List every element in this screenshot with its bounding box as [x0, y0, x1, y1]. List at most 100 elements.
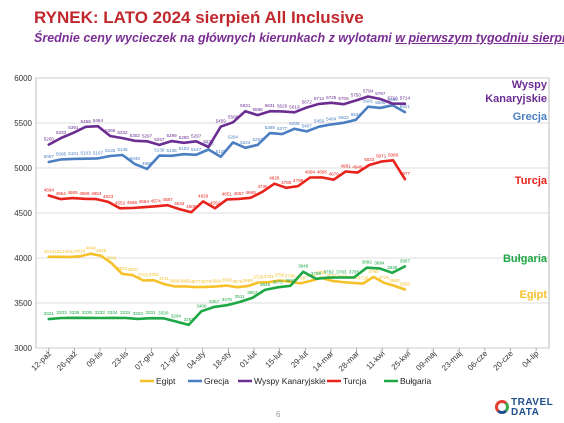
series-end-label-egipt: Egipt: [520, 289, 548, 301]
data-point-0-5: [100, 254, 103, 257]
data-point-1-2: [72, 158, 75, 160]
data-point-2-4: [97, 125, 99, 128]
data-label-4-15: 3511: [235, 294, 245, 299]
data-label-0-14: 3677: [190, 279, 201, 284]
data-label-4-27: 3836: [387, 265, 398, 270]
data-point-2-0: [47, 143, 50, 146]
x-tick-label-1: 26-paź: [55, 349, 79, 373]
data-point-0-34: [404, 288, 406, 291]
data-label-0-6: 3941: [107, 255, 118, 260]
data-label-2-13: 5232: [203, 139, 214, 144]
data-point-1-4: [97, 157, 99, 160]
data-point-2-3: [84, 125, 87, 128]
data-point-4-0: [47, 318, 50, 321]
data-label-2-4: 5464: [93, 118, 104, 123]
data-label-3-9: 4574: [151, 198, 162, 203]
data-point-2-22: [318, 103, 320, 105]
data-label-2-16: 5631: [240, 103, 251, 108]
data-point-2-19: [281, 110, 284, 113]
data-label-1-22: 5459: [314, 119, 325, 124]
data-label-3-26: 4949: [352, 165, 363, 170]
data-point-3-14: [214, 207, 216, 210]
data-point-1-12: [195, 153, 198, 156]
data-point-1-17: [256, 143, 259, 146]
data-point-2-15: [232, 121, 234, 124]
data-label-4-8: 3331: [145, 310, 156, 315]
data-label-3-22: 4894: [305, 170, 316, 175]
data-point-0-22: [278, 279, 281, 282]
data-label-2-25: 5750: [351, 93, 362, 98]
data-point-3-13: [202, 200, 205, 203]
data-label-3-16: 4657: [234, 191, 245, 196]
data-label-2-2: 5391: [68, 125, 79, 130]
data-point-4-19: [289, 284, 292, 287]
data-point-3-21: [297, 185, 299, 187]
data-point-4-10: [175, 320, 177, 323]
data-point-1-29: [404, 111, 406, 114]
data-label-1-23: 5484: [326, 116, 337, 121]
data-label-3-19: 4826: [269, 176, 280, 181]
data-point-1-18: [268, 132, 271, 134]
x-tick-label-5: 21-gru: [159, 349, 182, 372]
x-tick-label-3: 23-lis: [110, 349, 130, 369]
data-label-0-24: 3718: [295, 275, 306, 280]
data-label-2-10: 5299: [167, 133, 178, 138]
data-point-4-15: [238, 301, 241, 303]
data-point-4-24: [353, 276, 355, 279]
data-label-2-0: 5260: [44, 137, 55, 142]
data-point-4-16: [251, 296, 254, 299]
data-point-4-3: [86, 316, 88, 319]
data-point-0-8: [131, 274, 134, 276]
data-label-1-0: 5067: [44, 154, 55, 159]
data-label-3-28: 5071: [376, 154, 387, 159]
data-point-2-1: [60, 137, 63, 139]
data-label-0-15: 3679: [201, 279, 212, 284]
data-label-3-0: 4694: [44, 188, 55, 193]
data-label-3-5: 4623: [103, 194, 114, 199]
data-point-0-6: [110, 262, 113, 265]
series-end-label-wyspy: Wyspy: [512, 79, 548, 91]
data-label-4-1: 3333: [56, 310, 67, 315]
data-label-3-1: 4654: [56, 191, 67, 196]
data-label-1-11: 5153: [179, 146, 190, 151]
data-point-2-2: [72, 131, 75, 134]
data-point-3-3: [83, 197, 86, 200]
subtitle-underlined-text: w pierwszym tygodniu sierpnia: [395, 31, 564, 45]
data-label-1-7: 5045: [130, 156, 141, 161]
data-point-3-17: [249, 196, 252, 199]
data-point-3-16: [237, 197, 240, 200]
data-point-1-3: [84, 157, 87, 160]
data-point-3-10: [166, 204, 169, 207]
data-label-3-29: 5086: [388, 152, 399, 157]
data-label-4-26: 3884: [374, 260, 385, 265]
data-label-0-34: 3650: [400, 282, 411, 287]
data-point-2-24: [342, 103, 345, 106]
data-label-3-20: 4780: [281, 180, 292, 185]
x-tick-label-13: 11-kwi: [364, 349, 386, 371]
data-point-4-17: [264, 289, 266, 291]
data-label-1-9: 5138: [154, 148, 165, 153]
data-point-0-32: [383, 281, 385, 284]
data-label-2-19: 5629: [277, 103, 288, 108]
data-label-1-29: 5621: [400, 104, 411, 109]
data-point-0-17: [225, 284, 228, 287]
data-label-3-10: 4587: [162, 197, 173, 202]
data-label-4-6: 3334: [120, 310, 131, 315]
logo-text-bottom: DATA: [511, 407, 540, 418]
data-label-3-6: 4552: [115, 200, 126, 205]
data-label-0-33: 3690: [389, 278, 400, 283]
data-point-1-16: [244, 146, 247, 149]
data-point-0-4: [89, 252, 92, 255]
data-point-0-19: [246, 285, 249, 287]
data-point-1-15: [232, 141, 234, 144]
data-point-0-28: [341, 281, 343, 283]
data-label-0-27: 3747: [326, 273, 337, 278]
data-label-1-4: 5107: [93, 150, 104, 155]
data-label-0-12: 3684: [169, 278, 180, 283]
data-point-3-8: [142, 206, 145, 209]
x-tick-label-6: 04-sty: [185, 349, 207, 371]
y-tick-label-5000: 5000: [14, 164, 32, 173]
data-point-0-31: [372, 276, 375, 278]
y-tick-label-3000: 3000: [14, 344, 32, 353]
